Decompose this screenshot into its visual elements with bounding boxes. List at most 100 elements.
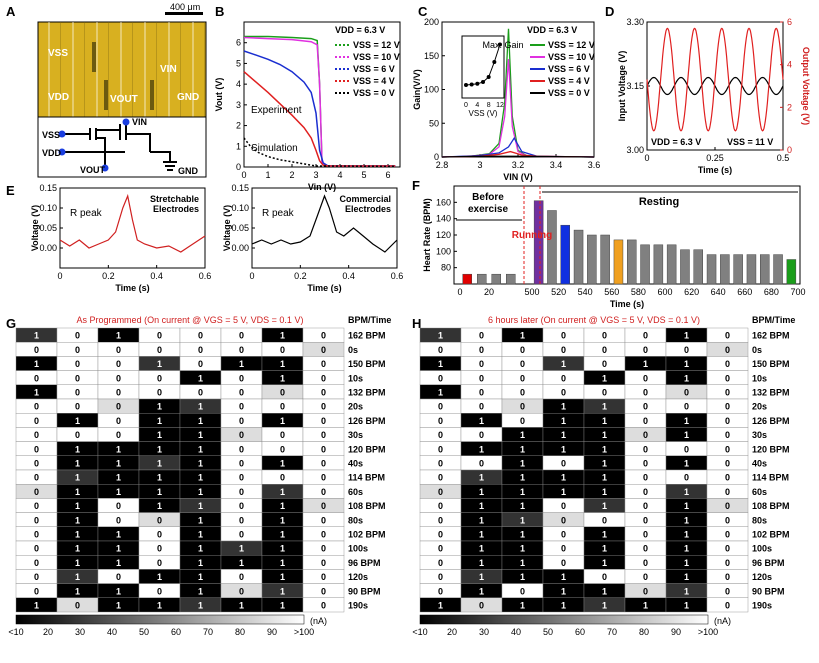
inset-point — [464, 83, 468, 87]
cell-value: 0 — [280, 345, 285, 355]
cell-value: 0 — [321, 359, 326, 369]
cell-value: 1 — [198, 402, 203, 412]
row-label: 10s — [348, 373, 363, 383]
cell-value: 0 — [239, 388, 244, 398]
cell-value: 0 — [75, 331, 80, 341]
y-tick-label: 3.30 — [626, 17, 644, 27]
y-tick-label: 0.15 — [39, 183, 57, 193]
cell-value: 0 — [75, 430, 80, 440]
annotation: VSS = 11 V — [727, 137, 773, 147]
panel-letter-b: B — [215, 4, 224, 19]
panel-letter-e: E — [6, 183, 15, 198]
colorbar-tick-label: 50 — [543, 627, 553, 637]
cell-value: 0 — [438, 402, 443, 412]
cell-value: 0 — [34, 487, 39, 497]
y-tick-label: 50 — [429, 118, 439, 128]
colorbar-tick-label: 40 — [107, 627, 117, 637]
row-header: BPM/Time — [348, 315, 391, 325]
cell-value: 1 — [684, 373, 689, 383]
cell-value: 0 — [643, 473, 648, 483]
cell-value: 0 — [520, 345, 525, 355]
cell-value: 0 — [239, 345, 244, 355]
cell-value: 0 — [157, 515, 162, 525]
cell-value: 1 — [75, 544, 80, 554]
cell-value: 0 — [725, 331, 730, 341]
annotation: Experiment — [251, 105, 302, 116]
row-label: 100s — [348, 544, 368, 554]
cell-value: 0 — [438, 572, 443, 582]
schematic-label-vdd: VDD — [42, 148, 62, 158]
cell-value: 0 — [34, 416, 39, 426]
cell-value: 1 — [479, 515, 484, 525]
row-label: 30s — [348, 430, 363, 440]
cell-value: 1 — [479, 558, 484, 568]
cell-value: 0 — [438, 373, 443, 383]
cell-value: 0 — [34, 544, 39, 554]
x-axis-label: Time (s) — [698, 165, 732, 175]
cell-value: 1 — [438, 388, 443, 398]
y-tick-label: 100 — [424, 85, 439, 95]
cell-value: 0 — [643, 544, 648, 554]
cell-value: 1 — [520, 331, 525, 341]
cell-value: 1 — [75, 558, 80, 568]
x-tick-label: 500 — [524, 287, 539, 297]
x-tick-label: 660 — [737, 287, 752, 297]
bar — [587, 234, 597, 285]
cell-value: 0 — [321, 331, 326, 341]
cell-value: 0 — [321, 444, 326, 454]
schematic-node-vss — [58, 130, 66, 138]
cell-value: 0 — [321, 515, 326, 525]
cell-value: 1 — [198, 586, 203, 596]
cell-value: 1 — [239, 544, 244, 554]
phase-label: Before — [472, 192, 504, 203]
colorbar-tick-label: 40 — [511, 627, 521, 637]
row-label: 114 BPM — [348, 473, 385, 483]
cell-value: 0 — [643, 430, 648, 440]
photo-trace — [92, 42, 96, 72]
cell-value: 1 — [198, 544, 203, 554]
cell-value: 1 — [198, 515, 203, 525]
cell-value: 0 — [321, 601, 326, 611]
bar — [600, 234, 610, 285]
cell-value: 0 — [239, 331, 244, 341]
ecg-trace — [251, 194, 398, 253]
cell-value: 0 — [34, 402, 39, 412]
cell-value: 1 — [561, 586, 566, 596]
schematic-wires — [62, 122, 177, 171]
photo-trace — [104, 80, 108, 110]
cell-value: 0 — [116, 359, 121, 369]
y-tick-label: 0.10 — [39, 203, 57, 213]
cell-value: 1 — [684, 459, 689, 469]
row-label: 90 BPM — [348, 586, 381, 596]
cell-value: 1 — [520, 459, 525, 469]
cell-value: 1 — [34, 331, 39, 341]
y-tick-label: 80 — [441, 263, 451, 273]
colorbar-tick-label: >100 — [294, 627, 314, 637]
colorbar-unit: (nA) — [714, 616, 731, 626]
cell-value: 0 — [684, 473, 689, 483]
cell-value: 0 — [561, 331, 566, 341]
y-axis-label: Voltage (V) — [222, 205, 232, 251]
colorbar-tick-label: 60 — [171, 627, 181, 637]
cell-value: 0 — [239, 572, 244, 582]
cell-value: 0 — [725, 558, 730, 568]
cell-value: 0 — [198, 388, 203, 398]
cell-value: 1 — [280, 572, 285, 582]
inset-point — [498, 42, 502, 47]
row-label: 108 BPM — [348, 501, 386, 511]
plot-frame — [243, 21, 401, 168]
bar — [706, 254, 717, 285]
x-tick-label: 0.6 — [199, 271, 212, 281]
cell-value: 1 — [116, 331, 121, 341]
cell-value: 0 — [198, 331, 203, 341]
cell-value: 0 — [239, 416, 244, 426]
cell-value: 0 — [321, 373, 326, 383]
chart-panel-e1: 0 0.2 0.4 0.6 0.00 0.05 0.10 0.15 Time (s) Voltag… — [30, 183, 211, 293]
x-tick-label: 600 — [657, 287, 672, 297]
colorbar — [419, 614, 709, 625]
photo-label-vin: VIN — [160, 64, 177, 75]
chart-panel-f: 80 100 120 140 160 0 20 500 520 540 560 580 600 620 64… — [422, 185, 806, 309]
bar — [573, 229, 584, 285]
row-label: 102 BPM — [752, 530, 790, 540]
colorbar-tick-label: 20 — [447, 627, 457, 637]
